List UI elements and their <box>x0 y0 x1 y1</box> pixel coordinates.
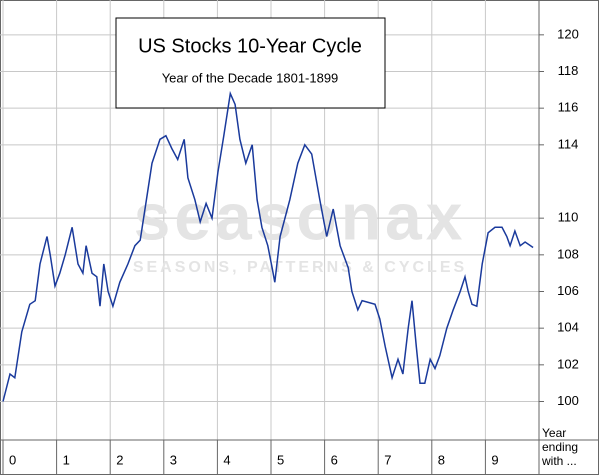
y-tick-label: 100 <box>557 393 579 408</box>
watermark-subtitle: SEASONS, PATTERNS & CYCLES <box>133 259 467 276</box>
x-tick-label: 4 <box>223 452 230 467</box>
y-tick-label: 120 <box>557 26 579 41</box>
y-tick-label: 118 <box>558 63 579 78</box>
x-tick-label: 8 <box>438 452 445 467</box>
x-tick-label: 9 <box>491 452 498 467</box>
data-line <box>2 90 534 402</box>
x-tick-label: 3 <box>170 452 177 467</box>
x-axis-label: Year ending with ... <box>542 426 579 468</box>
x-tick-label: 0 <box>9 452 16 467</box>
y-tick-label: 110 <box>558 210 579 225</box>
y-tick-label: 104 <box>557 320 579 335</box>
x-tick-label: 5 <box>277 452 284 467</box>
y-tick-label: 114 <box>558 136 579 151</box>
y-tick-label: 102 <box>557 356 579 371</box>
x-tick-label: 1 <box>63 452 70 467</box>
title-box <box>115 17 386 109</box>
watermark: seasonax <box>134 179 467 253</box>
y-tick-label: 106 <box>557 283 579 298</box>
x-tick-label: 6 <box>331 452 338 467</box>
y-tick-label: 108 <box>557 246 579 261</box>
y-tick-label: 116 <box>558 100 579 115</box>
x-tick-label: 2 <box>116 452 123 467</box>
chart-subtitle: Year of the Decade 1801-1899 <box>162 70 339 85</box>
chart-title: US Stocks 10-Year Cycle <box>138 35 362 57</box>
x-tick-label: 7 <box>384 452 391 467</box>
